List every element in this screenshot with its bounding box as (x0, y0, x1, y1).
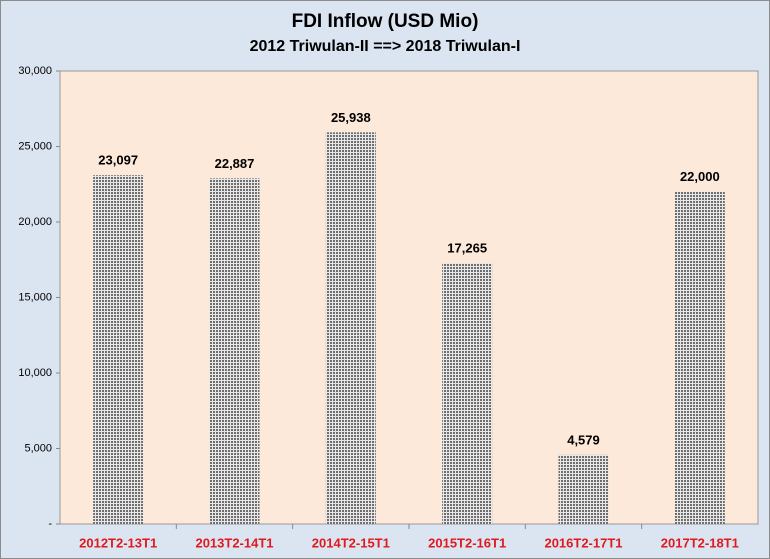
x-tick-label: 2012T2-13T1 (79, 535, 157, 550)
x-tick-label: 2016T2-17T1 (544, 535, 622, 550)
y-tick-label: 15,000 (18, 291, 52, 303)
y-tick-label: 30,000 (18, 65, 52, 77)
y-tick-label: 5,000 (24, 442, 52, 454)
x-tick-label: 2014T2-15T1 (312, 535, 390, 550)
data-label: 22,887 (215, 156, 255, 171)
y-tick-label: 20,000 (18, 216, 52, 228)
x-tick-label: 2017T2-18T1 (661, 535, 739, 550)
x-tick-label: 2015T2-16T1 (428, 535, 506, 550)
y-tick-label: 10,000 (18, 367, 52, 379)
plot-area (59, 70, 759, 525)
data-label: 17,265 (447, 241, 487, 256)
chart-title: FDI Inflow (USD Mio) (292, 11, 479, 32)
y-tick-label: - (48, 518, 52, 530)
bar (325, 132, 376, 525)
bar (558, 454, 609, 524)
bar (93, 175, 144, 525)
data-label: 22,000 (680, 169, 720, 184)
bar (442, 263, 493, 524)
data-label: 23,097 (98, 153, 138, 168)
data-label: 25,938 (331, 110, 371, 125)
y-tick-label: 25,000 (18, 140, 52, 152)
bar (209, 178, 260, 524)
x-tick-label: 2013T2-14T1 (195, 535, 273, 550)
chart-subtitle: 2012 Triwulan-II ==> 2018 Triwulan-I (250, 38, 521, 55)
data-label: 4,579 (567, 432, 600, 447)
bar (674, 191, 725, 525)
